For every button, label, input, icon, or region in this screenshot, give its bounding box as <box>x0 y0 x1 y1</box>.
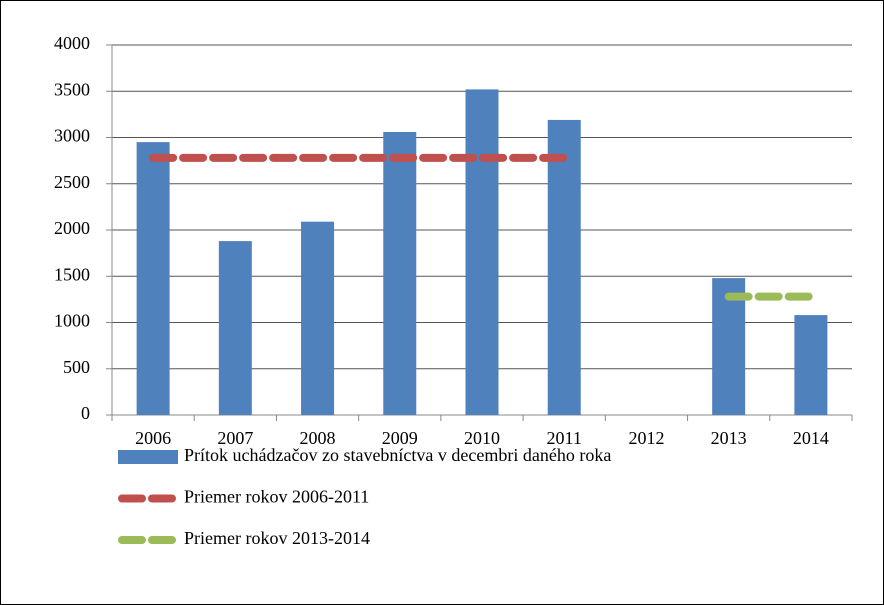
legend-label: Priemer rokov 2006-2011 <box>184 487 369 507</box>
bar <box>218 241 252 415</box>
y-tick-label: 2500 <box>54 172 90 192</box>
y-tick-label: 2000 <box>54 218 90 238</box>
bar <box>712 278 746 415</box>
y-tick-label: 3500 <box>54 79 90 99</box>
bar <box>136 142 170 415</box>
y-tick-label: 4000 <box>54 33 90 53</box>
legend-label: Prítok uchádzačov zo stavebníctva v dece… <box>184 445 611 465</box>
x-tick-label: 2014 <box>793 428 829 448</box>
x-tick-label: 2013 <box>711 428 747 448</box>
bar <box>301 221 335 415</box>
x-tick-label: 2011 <box>547 428 582 448</box>
x-tick-label: 2010 <box>464 428 500 448</box>
bar <box>794 315 828 415</box>
y-tick-label: 0 <box>81 403 90 423</box>
x-tick-label: 2009 <box>382 428 418 448</box>
x-tick-label: 2006 <box>135 428 171 448</box>
y-tick-label: 1000 <box>54 311 90 331</box>
y-tick-label: 1500 <box>54 264 90 284</box>
legend-swatch <box>118 450 178 464</box>
bar <box>465 89 499 416</box>
x-tick-label: 2008 <box>300 428 336 448</box>
legend-label: Priemer rokov 2013-2014 <box>184 528 370 548</box>
x-tick-label: 2012 <box>628 428 664 448</box>
y-tick-label: 500 <box>63 357 90 377</box>
bar <box>547 119 581 416</box>
bar <box>383 131 417 415</box>
y-tick-label: 3000 <box>54 126 90 146</box>
x-tick-label: 2007 <box>217 428 253 448</box>
